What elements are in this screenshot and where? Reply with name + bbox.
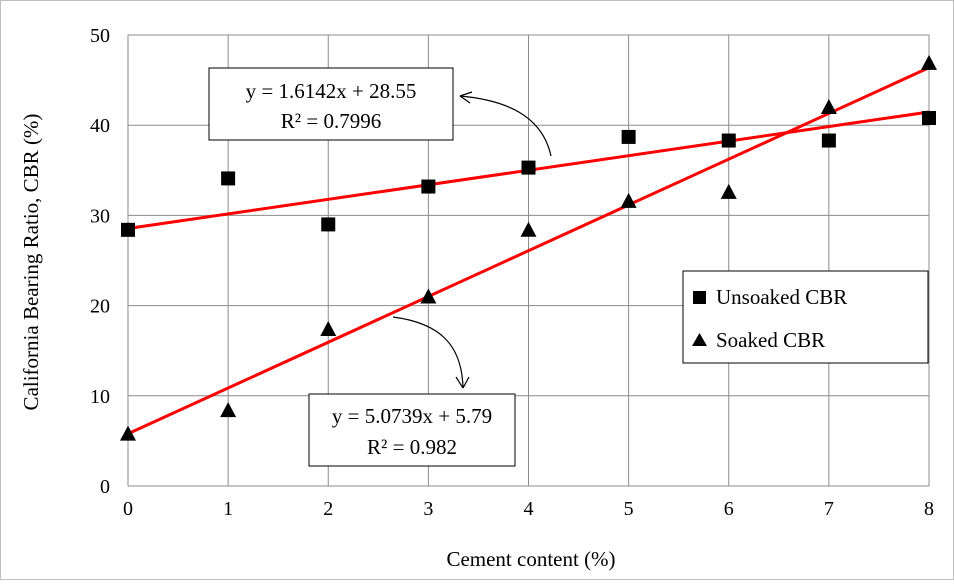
unsoaked-point bbox=[621, 129, 636, 144]
unsoaked-point bbox=[922, 110, 936, 125]
y-tick-label: 0 bbox=[100, 476, 110, 498]
legend: Unsoaked CBR Soaked CBR bbox=[682, 270, 929, 364]
legend-marker-soaked bbox=[692, 333, 707, 346]
unsoaked-r2: R² = 0.7996 bbox=[281, 109, 381, 133]
x-tick-label: 1 bbox=[223, 498, 233, 520]
x-tick-label: 8 bbox=[924, 498, 934, 520]
x-tick-label: 2 bbox=[323, 498, 333, 520]
x-tick-label: 7 bbox=[824, 498, 834, 520]
soaked-point bbox=[220, 402, 237, 418]
unsoaked-arrowhead bbox=[459, 91, 473, 104]
soaked-point bbox=[120, 425, 136, 441]
data-points bbox=[120, 54, 937, 441]
y-tick-label: 30 bbox=[90, 205, 110, 227]
unsoaked-point bbox=[121, 222, 135, 237]
soaked-annotation-arrow bbox=[392, 316, 464, 389]
x-tick-label: 3 bbox=[423, 498, 433, 520]
x-tick-label: 4 bbox=[524, 498, 534, 520]
annotations bbox=[392, 91, 552, 389]
legend-label-soaked: Soaked CBR bbox=[716, 328, 825, 352]
unsoaked-point bbox=[521, 160, 536, 175]
legend-marker-unsoaked bbox=[693, 291, 706, 304]
y-tick-label: 50 bbox=[90, 25, 110, 47]
x-tick-label: 6 bbox=[724, 498, 734, 520]
soaked-r2: R² = 0.982 bbox=[367, 435, 457, 459]
unsoaked-point bbox=[421, 179, 436, 194]
axes: 0 1 2 3 4 5 6 7 8 0 10 20 30 40 50 bbox=[90, 25, 934, 520]
y-tick-label: 40 bbox=[90, 115, 110, 137]
x-tick-label: 5 bbox=[624, 498, 634, 520]
unsoaked-point bbox=[321, 217, 336, 232]
unsoaked-point bbox=[821, 133, 836, 148]
soaked-equation-box: y = 5.0739x + 5.79 R² = 0.982 bbox=[308, 393, 516, 467]
y-axis-title: California Bearing Ratio, CBR (%) bbox=[19, 114, 43, 411]
soaked-point bbox=[921, 54, 937, 70]
unsoaked-point bbox=[221, 171, 236, 186]
x-tick-label: 0 bbox=[123, 498, 133, 520]
soaked-point bbox=[820, 99, 837, 115]
unsoaked-point bbox=[721, 133, 736, 148]
soaked-point bbox=[420, 288, 437, 304]
legend-label-unsoaked: Unsoaked CBR bbox=[716, 285, 847, 309]
soaked-trendline bbox=[127, 66, 930, 436]
unsoaked-equation-box: y = 1.6142x + 28.55 R² = 0.7996 bbox=[208, 67, 454, 141]
soaked-point bbox=[720, 183, 737, 199]
y-tick-label: 10 bbox=[90, 386, 110, 408]
soaked-point bbox=[520, 221, 537, 237]
unsoaked-annotation-arrow bbox=[459, 95, 552, 157]
soaked-point bbox=[620, 192, 637, 208]
soaked-arrowhead bbox=[455, 376, 470, 389]
x-axis-title: Cement content (%) bbox=[446, 547, 615, 571]
soaked-equation: y = 5.0739x + 5.79 bbox=[332, 404, 492, 428]
y-tick-label: 20 bbox=[90, 296, 110, 318]
unsoaked-equation: y = 1.6142x + 28.55 bbox=[246, 79, 417, 103]
soaked-point bbox=[320, 320, 337, 336]
